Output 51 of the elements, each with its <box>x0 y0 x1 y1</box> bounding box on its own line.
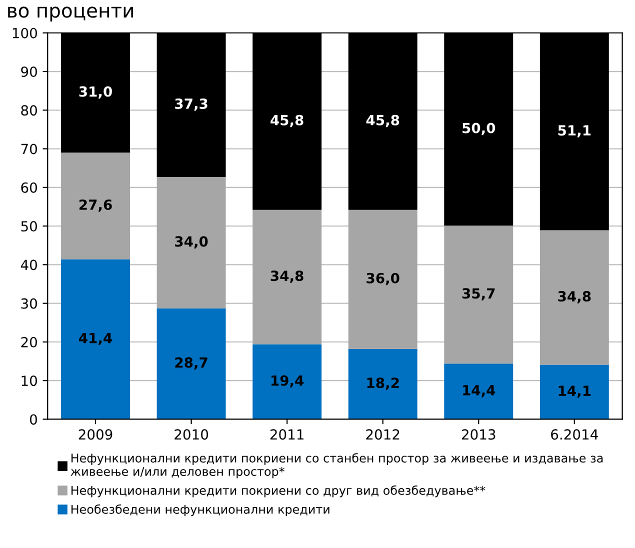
data-label: 28,7 <box>175 357 208 370</box>
bar <box>156 176 226 308</box>
data-label: 45,8 <box>366 114 400 128</box>
y-tick-label: 20 <box>21 336 37 348</box>
data-label: 34,0 <box>175 236 208 248</box>
x-tick-label: 2011 <box>270 429 304 440</box>
y-tick-label: 0 <box>30 414 37 425</box>
y-tick-label: 10 <box>22 376 37 386</box>
data-label: 41,4 <box>79 332 112 346</box>
data-label: 31,0 <box>79 86 112 99</box>
x-tick-label: 2013 <box>462 429 496 440</box>
bar <box>540 230 609 365</box>
legend-label: Необезбедени нефункционални кредити <box>71 504 330 516</box>
legend-label: Нефункционални кредити покриени со друг вид обезбедување** <box>71 485 486 498</box>
data-label: 18,2 <box>367 378 399 390</box>
data-label: 14,4 <box>463 385 496 398</box>
data-label: 14,1 <box>558 386 591 398</box>
bar <box>444 364 514 420</box>
y-tick-label: 100 <box>12 28 37 38</box>
data-label: 34,8 <box>558 291 591 304</box>
y-tick-label: 60 <box>21 182 37 193</box>
bar <box>156 308 226 420</box>
data-label: 27,6 <box>79 199 112 212</box>
data-label: 45,8 <box>270 114 304 128</box>
data-label: 37,3 <box>175 98 208 111</box>
x-tick-label: 2009 <box>78 429 112 440</box>
data-label: 50,0 <box>462 122 496 136</box>
bar <box>348 210 418 349</box>
data-label: 19,4 <box>272 375 304 388</box>
y-tick-label: 50 <box>21 221 37 232</box>
y-tick-label: 80 <box>21 105 37 116</box>
y-tick-label: 40 <box>20 260 37 270</box>
bar <box>348 348 418 420</box>
bar <box>540 364 609 420</box>
x-tick-label: 2010 <box>174 429 208 440</box>
legend-label: Нефункционални кредити покриени со станбен простор за живеење и издавање за живеење и/или деловен простор* <box>70 453 603 478</box>
data-label: 35,7 <box>462 288 495 300</box>
data-label: 51,1 <box>558 125 591 138</box>
x-tick-label: 2012 <box>366 429 400 440</box>
x-tick-label: 6.2014 <box>551 429 598 440</box>
data-label: 34,8 <box>270 270 304 283</box>
y-tick-label: 90 <box>21 66 37 77</box>
bar <box>61 152 130 260</box>
bar <box>252 344 322 420</box>
bar <box>61 259 130 420</box>
bar <box>444 226 514 364</box>
data-label: 36,0 <box>366 272 400 286</box>
chart-title: во проценти <box>8 6 133 22</box>
y-tick-label: 30 <box>21 298 37 309</box>
y-tick-label: 70 <box>21 144 37 154</box>
bar <box>252 210 322 344</box>
